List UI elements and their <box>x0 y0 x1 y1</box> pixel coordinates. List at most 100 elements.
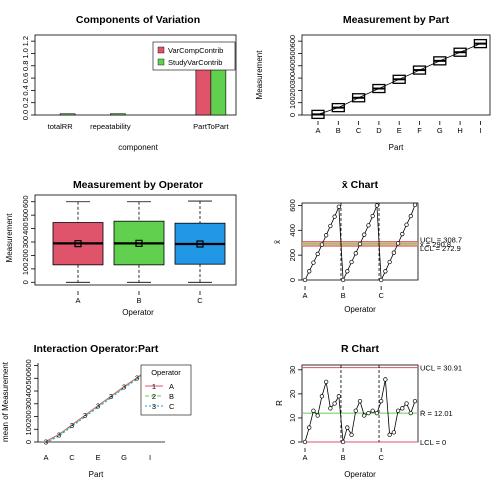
r-point <box>332 401 337 406</box>
r-point <box>383 377 388 382</box>
y-tick-label: 100 <box>288 96 297 109</box>
r-point <box>357 398 363 404</box>
xbar-point <box>379 277 384 283</box>
x-axis-label: Operator <box>344 470 376 479</box>
lcl-label: LCL = 0 <box>420 438 446 447</box>
x-tick-label: B <box>136 296 141 305</box>
chart-title: x̄ Chart <box>342 179 379 191</box>
x-tick-label: B <box>341 291 346 300</box>
x-tick-label: PartToPart <box>193 122 229 131</box>
interaction-line <box>45 367 151 442</box>
y-tick-label: 0.0 <box>21 110 30 120</box>
r-point <box>311 408 316 413</box>
r-point <box>362 413 367 418</box>
r-point <box>408 410 413 416</box>
interaction-marker-label: 3 <box>57 430 61 439</box>
xbar-point <box>307 269 312 274</box>
legend-label: B <box>169 392 174 401</box>
y-tick-label: 0.6 <box>21 73 30 83</box>
xbar-point <box>340 277 346 283</box>
y-tick-label: 0 <box>24 440 33 444</box>
y-tick-label: 200 <box>24 410 33 423</box>
legend-marker-label: 3 <box>152 402 156 411</box>
y-tick-label: 400 <box>288 224 297 237</box>
r-point <box>345 425 350 430</box>
chart-title: Measurement by Operator <box>73 179 203 191</box>
chart-title: Measurement by Part <box>343 14 450 26</box>
y-tick-label: 500 <box>21 209 30 222</box>
interaction-marker-label: 3 <box>135 374 139 383</box>
legend-marker-label: 1 <box>152 382 156 391</box>
xbar-point <box>328 223 333 229</box>
r-point <box>302 439 308 445</box>
interaction-line <box>45 369 151 444</box>
r-point <box>353 408 358 413</box>
xbar-point <box>353 251 358 256</box>
x-tick-label: D <box>376 126 382 135</box>
x-axis-label: Part <box>89 470 104 479</box>
y-tick-label: 0.4 <box>21 85 30 95</box>
xbar-point <box>383 269 388 274</box>
component-bar <box>59 113 76 116</box>
x-tick-label: E <box>95 453 100 462</box>
xbar-point <box>395 241 401 246</box>
r-point <box>315 413 320 418</box>
interaction-marker-label: 3 <box>96 402 100 411</box>
r-point <box>340 439 346 445</box>
r-point <box>328 406 333 411</box>
r-point <box>324 379 329 384</box>
interaction-marker-label: 3 <box>122 383 126 392</box>
y-tick-label: 20 <box>288 390 297 398</box>
r-point <box>400 406 405 411</box>
xbar-point <box>336 204 341 209</box>
x-tick-label: A <box>75 296 80 305</box>
legend-label: A <box>169 382 174 391</box>
y-tick-label: 400 <box>21 222 30 235</box>
xbar-point <box>404 222 409 227</box>
r-point <box>387 432 392 437</box>
r-point <box>336 394 341 399</box>
component-bar <box>110 113 126 116</box>
chart-title: Components of Variation <box>76 14 200 26</box>
interaction-marker-label: 3 <box>70 421 74 430</box>
y-tick-label: 0.2 <box>21 97 30 107</box>
legend-swatch <box>157 58 165 66</box>
x-tick-label: G <box>121 453 127 462</box>
y-tick-label: 600 <box>24 359 33 372</box>
y-tick-label: 200 <box>288 249 297 262</box>
y-tick-label: 600 <box>288 35 297 48</box>
legend-label: VarCompContrib <box>168 46 223 55</box>
operator-plot-frame <box>34 194 237 286</box>
x-tick-label: A <box>302 453 307 462</box>
x-tick-label: F <box>417 126 422 135</box>
legend-label: StudyVarContrib <box>168 58 222 67</box>
part-mean-line <box>317 43 481 115</box>
xbar-point <box>391 250 396 255</box>
xbar-point <box>370 213 375 219</box>
center-label: R̄ = 12.01 <box>420 409 453 418</box>
y-tick-label: 600 <box>21 195 30 208</box>
y-axis-label: Measurement <box>255 50 264 100</box>
interaction-marker-label: 3 <box>109 392 113 401</box>
ucl-label: UCL = 308.7 <box>420 236 462 245</box>
x-tick-label: A <box>43 453 48 462</box>
r-point <box>349 432 354 437</box>
x-tick-label: I <box>479 126 481 135</box>
xbar-point <box>362 232 367 237</box>
r-point <box>391 430 396 435</box>
xbar-point <box>412 202 418 208</box>
chart-title: R Chart <box>341 343 379 355</box>
xbar-point <box>366 223 371 228</box>
interaction-line <box>45 368 151 443</box>
components-plot-frame <box>34 34 237 116</box>
xbar-point <box>319 242 325 247</box>
interaction-marker-label: 3 <box>83 411 87 420</box>
y-tick-label: 100 <box>24 423 33 436</box>
y-tick-label: 30 <box>288 366 297 374</box>
y-tick-label: 0 <box>288 278 297 282</box>
xbar-point <box>302 277 308 283</box>
r-point <box>412 398 418 404</box>
r-point <box>370 408 375 413</box>
xbar-point <box>357 241 363 247</box>
x-tick-label: B <box>341 453 346 462</box>
